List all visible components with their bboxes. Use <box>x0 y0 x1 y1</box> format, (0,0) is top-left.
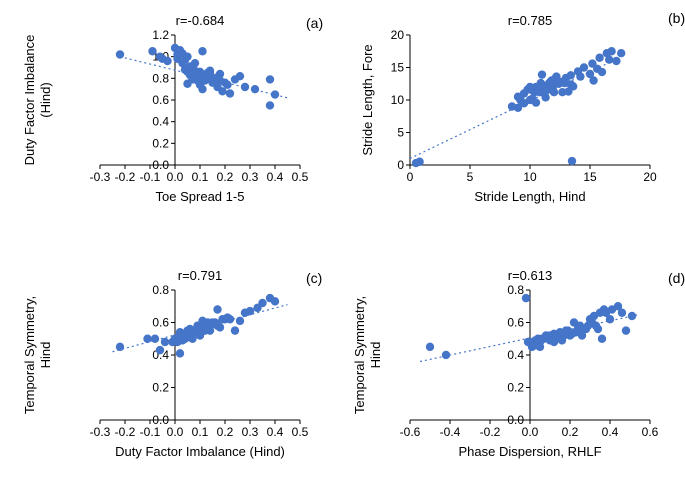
svg-text:0: 0 <box>407 170 414 184</box>
svg-text:-0.1: -0.1 <box>140 425 161 439</box>
svg-text:Temporal Symmetry,: Temporal Symmetry, <box>22 296 37 414</box>
svg-text:Temporal Symmetry,: Temporal Symmetry, <box>352 296 367 414</box>
svg-text:0.2: 0.2 <box>562 425 579 439</box>
svg-text:0.1: 0.1 <box>192 170 209 184</box>
svg-text:Phase Dispersion, RHLF: Phase Dispersion, RHLF <box>458 444 601 459</box>
svg-text:0.4: 0.4 <box>267 170 284 184</box>
svg-text:0.4: 0.4 <box>507 348 524 362</box>
svg-text:0.4: 0.4 <box>267 425 284 439</box>
svg-text:Stride Length, Fore: Stride Length, Fore <box>360 44 375 155</box>
panel-label-c: (c) <box>306 270 322 286</box>
svg-text:0.3: 0.3 <box>242 425 259 439</box>
svg-text:Toe Spread 1-5: Toe Spread 1-5 <box>156 189 245 204</box>
svg-text:0.0: 0.0 <box>167 425 184 439</box>
svg-text:Hind: Hind <box>38 342 53 369</box>
panel-label-b: (b) <box>668 10 685 26</box>
svg-text:0.2: 0.2 <box>507 381 524 395</box>
svg-text:0.0: 0.0 <box>522 425 539 439</box>
svg-text:-0.2: -0.2 <box>115 425 136 439</box>
svg-text:Duty Factor Imbalance (Hind): Duty Factor Imbalance (Hind) <box>115 444 285 459</box>
svg-text:-0.6: -0.6 <box>400 425 421 439</box>
svg-text:r=0.613: r=0.613 <box>508 268 552 283</box>
svg-text:0.2: 0.2 <box>152 136 169 150</box>
svg-text:-0.4: -0.4 <box>440 425 461 439</box>
svg-text:0.3: 0.3 <box>242 170 259 184</box>
chart-c-svg: r=0.791-0.3-0.2-0.10.00.10.20.30.40.50.0… <box>20 260 320 495</box>
svg-text:-0.1: -0.1 <box>140 170 161 184</box>
svg-text:0.2: 0.2 <box>217 425 234 439</box>
chart-a-svg: r=-0.684-0.3-0.2-0.10.00.10.20.30.40.50.… <box>20 5 320 240</box>
svg-text:0.6: 0.6 <box>642 425 659 439</box>
svg-text:0.8: 0.8 <box>507 283 524 297</box>
svg-text:Hind: Hind <box>368 342 383 369</box>
svg-text:0.4: 0.4 <box>152 115 169 129</box>
svg-text:r=0.785: r=0.785 <box>508 13 552 28</box>
svg-text:0.4: 0.4 <box>602 425 619 439</box>
svg-text:5: 5 <box>397 126 404 140</box>
svg-text:1.2: 1.2 <box>152 28 169 42</box>
svg-text:0.0: 0.0 <box>167 170 184 184</box>
svg-text:0: 0 <box>397 158 404 172</box>
svg-text:Duty Factor Imbalance: Duty Factor Imbalance <box>22 35 37 166</box>
svg-text:-0.3: -0.3 <box>90 170 111 184</box>
svg-text:(Hind): (Hind) <box>38 82 53 117</box>
svg-text:0.8: 0.8 <box>152 71 169 85</box>
svg-text:r=0.791: r=0.791 <box>178 268 222 283</box>
svg-text:0.1: 0.1 <box>192 425 209 439</box>
svg-text:r=-0.684: r=-0.684 <box>176 13 225 28</box>
chart-b-svg: r=0.785 0 5 10 15 20 0 5 10 15 20 Stride Length, Hi… <box>350 5 680 240</box>
chart-d-svg: r=0.613 -0.6 -0.4 -0.2 0.0 0.2 0.4 0.6 0.0 0.2 0.4… <box>350 260 680 495</box>
svg-text:0.2: 0.2 <box>152 381 169 395</box>
svg-text:-0.2: -0.2 <box>480 425 501 439</box>
svg-text:0.2: 0.2 <box>217 170 234 184</box>
svg-text:0.5: 0.5 <box>292 425 309 439</box>
svg-text:0.6: 0.6 <box>152 93 169 107</box>
panel-a: r=-0.684-0.3-0.2-0.10.00.10.20.30.40.50.… <box>20 5 320 240</box>
svg-text:10: 10 <box>523 170 537 184</box>
svg-text:15: 15 <box>391 61 405 75</box>
svg-text:0.0: 0.0 <box>507 413 524 427</box>
svg-text:Stride Length, Hind: Stride Length, Hind <box>474 189 585 204</box>
svg-text:-0.2: -0.2 <box>115 170 136 184</box>
svg-text:0.0: 0.0 <box>152 158 169 172</box>
svg-text:20: 20 <box>643 170 657 184</box>
svg-text:20: 20 <box>391 28 405 42</box>
panel-label-d: (d) <box>668 270 685 286</box>
svg-text:0.8: 0.8 <box>152 283 169 297</box>
svg-text:15: 15 <box>583 170 597 184</box>
svg-text:0.6: 0.6 <box>507 316 524 330</box>
panel-b: r=0.785 0 5 10 15 20 0 5 10 15 20 Stride Length, Hi… <box>350 5 680 240</box>
svg-text:0.5: 0.5 <box>292 170 309 184</box>
svg-text:-0.3: -0.3 <box>90 425 111 439</box>
panel-label-a: (a) <box>306 15 323 31</box>
svg-text:10: 10 <box>391 93 405 107</box>
panel-c: r=0.791-0.3-0.2-0.10.00.10.20.30.40.50.0… <box>20 260 320 495</box>
panel-d: r=0.613 -0.6 -0.4 -0.2 0.0 0.2 0.4 0.6 0.0 0.2 0.4… <box>350 260 680 495</box>
svg-text:0.0: 0.0 <box>152 413 169 427</box>
svg-text:5: 5 <box>467 170 474 184</box>
svg-text:0.6: 0.6 <box>152 316 169 330</box>
